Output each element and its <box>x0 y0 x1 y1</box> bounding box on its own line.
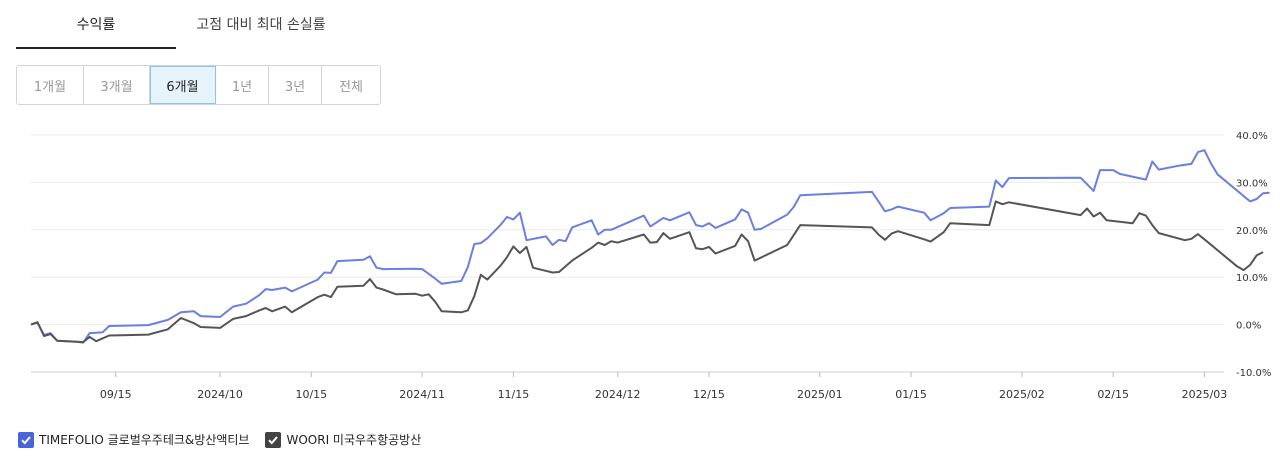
tab-bar: 수익률 고점 대비 최대 손실률 <box>16 0 346 49</box>
y-tick-label: 40.0% <box>1236 131 1268 142</box>
y-tick-label: 30.0% <box>1236 178 1268 189</box>
legend-item-woori[interactable]: WOORI 미국우주항공방산 <box>265 431 421 448</box>
x-tick-label: 2024/10 <box>197 388 243 401</box>
x-tick-label: 10/15 <box>295 388 327 401</box>
period-1y-button[interactable]: 1년 <box>216 66 269 104</box>
x-tick-label: 2025/03 <box>1182 388 1228 401</box>
checkbox-checked-icon[interactable] <box>265 431 282 448</box>
series-line-woori <box>30 200 1264 344</box>
y-tick-label: 20.0% <box>1236 226 1268 237</box>
y-tick-label: 0.0% <box>1236 321 1261 332</box>
tab-returns-label: 수익률 <box>76 16 116 33</box>
tab-max-drawdown[interactable]: 고점 대비 최대 손실률 <box>176 0 346 49</box>
period-3m-button[interactable]: 3개월 <box>84 66 150 104</box>
y-tick-label: 10.0% <box>1236 273 1268 284</box>
x-tick-label: 02/15 <box>1097 388 1129 401</box>
legend: TIMEFOLIO 글로벌우주테크&방산액티브 WOORI 미국우주항공방산 <box>18 431 437 448</box>
period-3y-button[interactable]: 3년 <box>269 66 322 104</box>
returns-line-chart: 40.0% 30.0% 20.0% 10.0% 0.0% -10.0% 09/15 2024/… <box>30 131 1271 401</box>
period-selector: 1개월 3개월 6개월 1년 3년 전체 <box>16 65 381 105</box>
x-tick-label: 2025/02 <box>999 388 1045 401</box>
x-tick-label: 2024/11 <box>399 388 445 401</box>
checkbox-checked-icon[interactable] <box>18 431 34 448</box>
y-tick-label: -10.0% <box>1236 368 1271 379</box>
series-line-timefolio <box>30 149 1270 344</box>
period-1m-button[interactable]: 1개월 <box>17 66 84 104</box>
x-tick-label: 12/15 <box>693 388 725 401</box>
legend-item-timefolio[interactable]: TIMEFOLIO 글로벌우주테크&방산액티브 <box>18 431 249 448</box>
x-tick-label: 2025/01 <box>797 388 843 401</box>
tab-returns[interactable]: 수익률 <box>16 0 176 49</box>
tab-max-drawdown-label: 고점 대비 최대 손실률 <box>196 16 326 33</box>
period-6m-button[interactable]: 6개월 <box>150 66 216 104</box>
period-all-button[interactable]: 전체 <box>339 79 363 95</box>
x-tick-label: 2024/12 <box>595 388 641 401</box>
x-tick-label: 11/15 <box>498 388 530 401</box>
legend-label-timefolio: TIMEFOLIO 글로벌우주테크&방산액티브 <box>39 433 250 447</box>
x-tick-label: 09/15 <box>100 388 132 401</box>
x-tick-label: 01/15 <box>895 388 927 401</box>
legend-label-woori: WOORI 미국우주항공방산 <box>286 433 422 447</box>
